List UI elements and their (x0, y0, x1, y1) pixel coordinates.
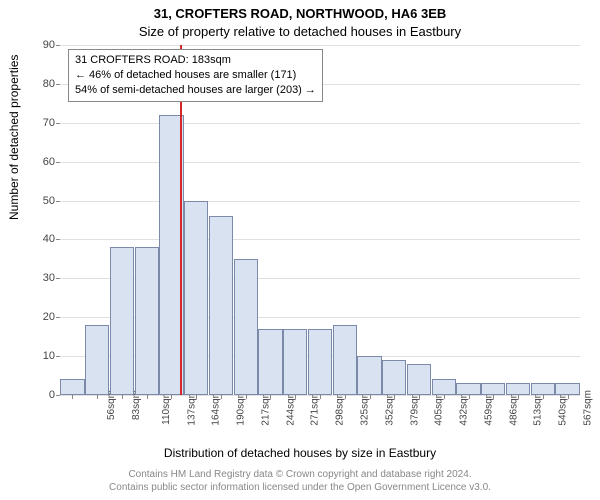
x-tick-mark (568, 395, 569, 399)
x-tick-mark (270, 395, 271, 399)
y-tick-mark (56, 123, 60, 124)
y-tick-label: 40 (25, 233, 55, 245)
y-tick-mark (56, 317, 60, 318)
histogram-bar (382, 360, 406, 395)
x-tick-mark (122, 395, 123, 399)
histogram-bar (308, 329, 332, 395)
histogram-bar (506, 383, 530, 395)
x-tick-mark (320, 395, 321, 399)
y-tick-mark (56, 201, 60, 202)
histogram-bar (60, 379, 84, 395)
grid-line (60, 201, 580, 202)
y-tick-label: 60 (25, 156, 55, 168)
x-tick-mark (493, 395, 494, 399)
x-tick-mark (345, 395, 346, 399)
x-tick-mark (295, 395, 296, 399)
y-tick-label: 20 (25, 311, 55, 323)
histogram-bar (456, 383, 480, 395)
histogram-bar (432, 379, 456, 395)
x-tick-mark (97, 395, 98, 399)
grid-line (60, 162, 580, 163)
x-tick-mark (394, 395, 395, 399)
x-tick-mark (370, 395, 371, 399)
annotation-line1: 31 CROFTERS ROAD: 183sqm (75, 53, 316, 68)
y-tick-mark (56, 162, 60, 163)
x-tick-label: 567sqm (582, 390, 593, 426)
histogram-bar (283, 329, 307, 395)
grid-line (60, 239, 580, 240)
y-tick-mark (56, 239, 60, 240)
y-tick-label: 70 (25, 117, 55, 129)
histogram-bar (135, 247, 159, 395)
x-axis-label: Distribution of detached houses by size … (0, 446, 600, 460)
histogram-bar (357, 356, 381, 395)
chart-container: 31, CROFTERS ROAD, NORTHWOOD, HA6 3EB Si… (0, 0, 600, 500)
annotation-line2: ← 46% of detached houses are smaller (17… (75, 68, 316, 83)
x-tick-mark (246, 395, 247, 399)
y-tick-label: 10 (25, 350, 55, 362)
y-tick-mark (56, 278, 60, 279)
histogram-bar (407, 364, 431, 395)
histogram-bar (481, 383, 505, 395)
x-tick-mark (72, 395, 73, 399)
y-tick-mark (56, 84, 60, 85)
histogram-bar (209, 216, 233, 395)
histogram-bar (234, 259, 258, 395)
chart-title-line2: Size of property relative to detached ho… (0, 24, 600, 39)
x-tick-mark (147, 395, 148, 399)
annotation-box: 31 CROFTERS ROAD: 183sqm ← 46% of detach… (68, 49, 323, 102)
footer-attribution: Contains HM Land Registry data © Crown c… (0, 468, 600, 494)
histogram-bar (110, 247, 134, 395)
y-tick-label: 0 (25, 389, 55, 401)
footer-line2: Contains public sector information licen… (0, 481, 600, 494)
histogram-bar (85, 325, 109, 395)
histogram-bar (333, 325, 357, 395)
histogram-bar (555, 383, 579, 395)
y-tick-label: 30 (25, 272, 55, 284)
x-tick-mark (469, 395, 470, 399)
y-tick-label: 90 (25, 39, 55, 51)
grid-line (60, 123, 580, 124)
histogram-bar (258, 329, 282, 395)
y-tick-mark (56, 356, 60, 357)
y-tick-label: 50 (25, 195, 55, 207)
histogram-bar (531, 383, 555, 395)
x-tick-mark (171, 395, 172, 399)
y-tick-mark (56, 395, 60, 396)
chart-title-line1: 31, CROFTERS ROAD, NORTHWOOD, HA6 3EB (0, 6, 600, 21)
footer-line1: Contains HM Land Registry data © Crown c… (0, 468, 600, 481)
x-tick-mark (196, 395, 197, 399)
x-tick-mark (419, 395, 420, 399)
grid-line (60, 45, 580, 46)
y-tick-mark (56, 45, 60, 46)
x-tick-mark (444, 395, 445, 399)
annotation-line3: 54% of semi-detached houses are larger (… (75, 83, 316, 98)
x-tick-mark (518, 395, 519, 399)
x-tick-label: 110sqm (161, 390, 172, 425)
y-axis-label: Number of detached properties (7, 55, 21, 220)
x-tick-mark (543, 395, 544, 399)
histogram-bar (184, 201, 208, 395)
x-tick-mark (221, 395, 222, 399)
y-tick-label: 80 (25, 78, 55, 90)
